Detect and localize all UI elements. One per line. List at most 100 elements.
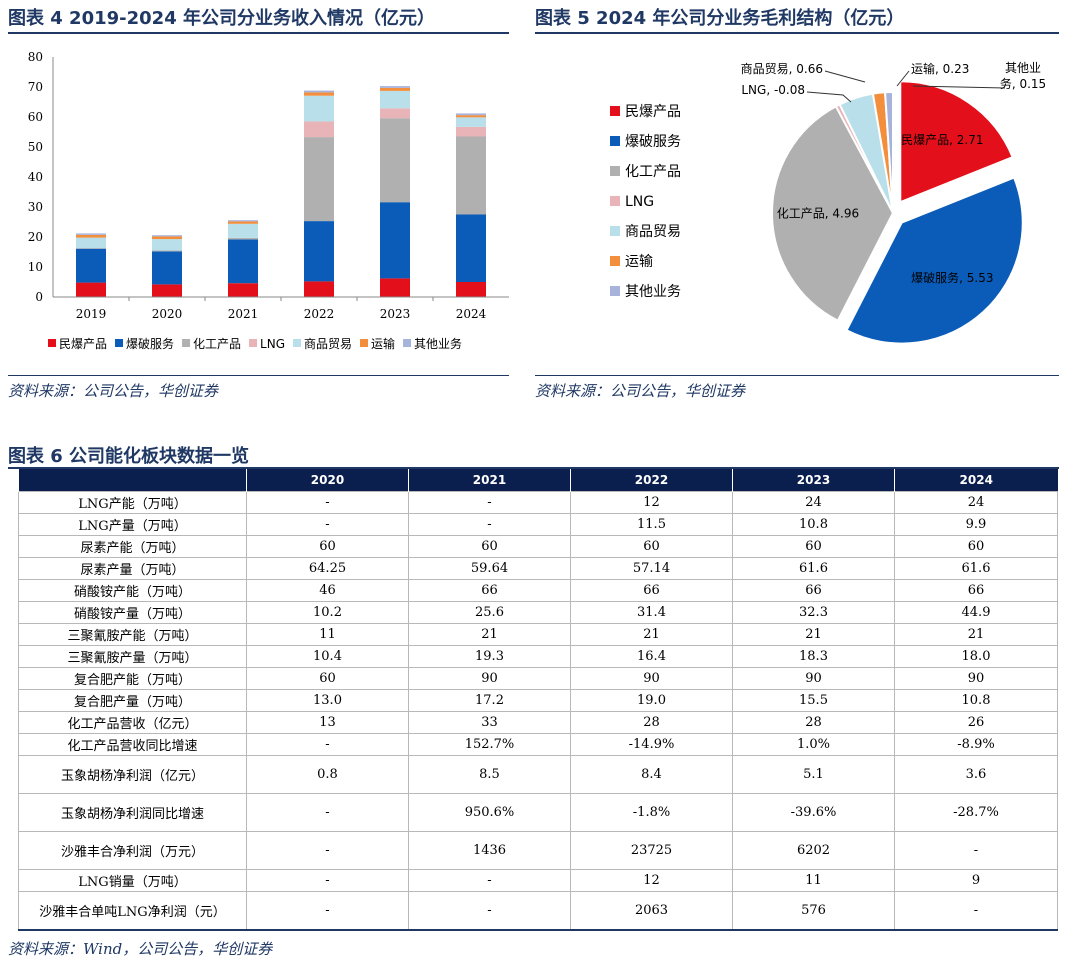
bar-segment <box>304 137 334 222</box>
table-cell: - <box>408 869 571 892</box>
table-cell: 25.6 <box>408 601 571 624</box>
table-cell: 11 <box>246 623 409 646</box>
table-cell: 19.0 <box>570 689 733 712</box>
bar-segment <box>228 239 258 284</box>
table-cell: - <box>246 733 409 756</box>
table-cell: - <box>408 891 571 931</box>
fig4-source: 资料来源：公司公告，华创证券 <box>8 382 219 400</box>
table-cell: 9 <box>894 869 1058 892</box>
fig5-title-rule <box>535 32 1059 34</box>
table-cell: -1.8% <box>570 793 733 832</box>
table-row: 尿素产量（万吨） 64.25 59.64 57.14 61.6 61.6 <box>18 557 1058 580</box>
bar-segment <box>76 233 106 235</box>
table-cell: 17.2 <box>408 689 571 712</box>
table-row: 玉象胡杨净利润（亿元） 0.8 8.5 8.4 5.1 3.6 <box>18 755 1058 794</box>
table-row: LNG产量（万吨） - -11.5 10.8 9.9 <box>18 513 1058 536</box>
bar-segment <box>304 95 334 122</box>
table-cell: 3.6 <box>894 755 1058 794</box>
table-cell: 19.3 <box>408 645 571 668</box>
y-tick-label: 20 <box>28 230 43 244</box>
x-tick-label: 2020 <box>152 307 183 321</box>
pie-data-label: LNG, -0.08 <box>741 83 805 97</box>
table-cell: 60 <box>894 535 1058 558</box>
pie-slice <box>845 176 1024 345</box>
table-cell: 21 <box>732 623 895 646</box>
table-cell: 33 <box>408 711 571 734</box>
table-row: LNG销量（万吨） - -12 11 9 <box>18 869 1058 892</box>
table-cell: 15.5 <box>732 689 895 712</box>
legend-label: 运输 <box>625 254 653 270</box>
table-cell: 66 <box>732 579 895 602</box>
table-cell: 21 <box>570 623 733 646</box>
table-cell: - <box>408 491 571 514</box>
legend-label: 爆破服务 <box>625 134 681 150</box>
table-cell: 9.9 <box>894 513 1058 536</box>
table-column-header: 2024 <box>894 469 1058 492</box>
bar-segment <box>380 118 410 203</box>
bar-segment <box>304 92 334 96</box>
bar-segment <box>380 87 410 91</box>
table-cell: 90 <box>732 667 895 690</box>
table-cell: -14.9% <box>570 733 733 756</box>
legend-swatch <box>610 166 620 176</box>
legend-swatch <box>610 136 620 146</box>
bar-segment <box>76 248 106 249</box>
table-column-header: 2020 <box>246 469 409 492</box>
table-cell: - <box>408 513 571 536</box>
bar-segment <box>76 248 106 283</box>
bar-segment <box>456 115 486 118</box>
table-row: 尿素产能（万吨） 60 60 60 60 60 <box>18 535 1058 558</box>
table-cell: 31.4 <box>570 601 733 624</box>
table-row: 玉象胡杨净利润同比增速 -950.6% -1.8% -39.6% -28.7% <box>18 793 1058 832</box>
table-cell: 152.7% <box>408 733 571 756</box>
table-cell: - <box>894 831 1058 870</box>
fig5-title: 图表 5 2024 年公司分业务毛利结构（亿元） <box>535 8 905 29</box>
table-row: 沙雅丰合单吨LNG净利润（元） - -2063 576- <box>18 891 1058 931</box>
bar-segment <box>456 282 486 297</box>
pie-leader-line <box>824 70 866 83</box>
table-cell: 10.2 <box>246 601 409 624</box>
bar-segment <box>380 108 410 119</box>
table-cell: 66 <box>570 579 733 602</box>
table-row: 复合肥产量（万吨） 13.0 17.2 19.0 15.5 10.8 <box>18 689 1058 712</box>
table-cell: -8.9% <box>894 733 1058 756</box>
pie-slice <box>771 104 895 323</box>
bar-segment <box>304 281 334 297</box>
table-column-header: 2023 <box>732 469 895 492</box>
capacity-table: 2020 2021 2022 2023 2024 LNG产能（万吨） - -12 24 24 LN… <box>18 469 1058 931</box>
x-tick-label: 2022 <box>304 307 335 321</box>
pie-slice <box>883 90 894 214</box>
table-cell: - <box>894 891 1058 931</box>
row-label: 三聚氰胺产量（万吨） <box>18 645 247 668</box>
table-cell: -39.6% <box>732 793 895 832</box>
row-label: 三聚氰胺产能（万吨） <box>18 623 247 646</box>
legend-swatch <box>610 196 620 206</box>
y-tick-label: 40 <box>28 170 43 184</box>
legend-label: 民爆产品 <box>625 104 681 120</box>
table-cell: 13 <box>246 711 409 734</box>
pie-slice <box>899 80 1014 204</box>
bar-segment <box>380 90 410 109</box>
table-cell: 0.8 <box>246 755 409 794</box>
x-tick-label: 2019 <box>76 307 107 321</box>
bar-segment <box>456 117 486 127</box>
row-label: 化工产品营收（亿元） <box>18 711 247 734</box>
row-label: LNG销量（万吨） <box>18 869 247 892</box>
legend-swatch <box>293 339 302 347</box>
bar-segment <box>228 221 258 224</box>
table-cell: 90 <box>894 667 1058 690</box>
row-label: 沙雅丰合净利润（万元） <box>18 831 247 870</box>
bar-segment <box>456 136 486 215</box>
pie-data-label: 商品贸易, 0.66 <box>741 61 823 76</box>
legend-swatch <box>48 339 56 347</box>
table-row: 硝酸铵产量（万吨） 10.2 25.6 31.4 32.3 44.9 <box>18 601 1058 624</box>
x-tick-label: 2024 <box>456 307 487 321</box>
table-cell: 61.6 <box>732 557 895 580</box>
table-row: 沙雅丰合净利润（万元） -1436 23725 6202- <box>18 831 1058 870</box>
table-cell: 28 <box>570 711 733 734</box>
table-cell: 44.9 <box>894 601 1058 624</box>
table-cell: 1.0% <box>732 733 895 756</box>
bar-segment <box>76 282 106 297</box>
table-cell: 10.8 <box>894 689 1058 712</box>
